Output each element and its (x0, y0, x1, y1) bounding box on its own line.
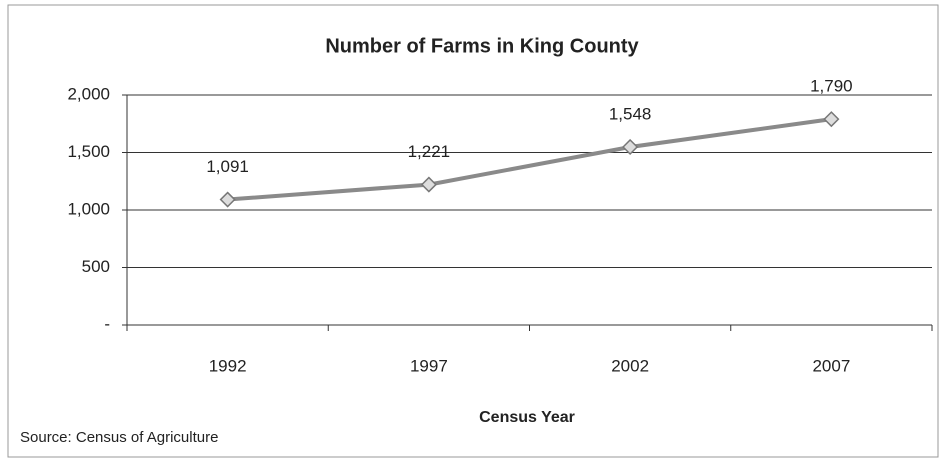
chart-frame (7, 4, 939, 458)
y-tick-label: 500 (82, 257, 110, 276)
data-point (622, 138, 639, 156)
chart-title: Number of Farms in King County (325, 35, 639, 57)
data-point (420, 176, 437, 193)
data-label: 1,091 (206, 157, 249, 176)
x-tick-label: 1992 (209, 356, 247, 375)
data-label: 1,790 (810, 77, 853, 96)
data-label: 1,221 (408, 142, 451, 161)
x-tick-label: 2002 (611, 356, 649, 375)
x-tick-label: 1997 (410, 356, 448, 375)
y-tick-label: 1,000 (67, 199, 110, 218)
data-point (823, 111, 840, 128)
data-line (227, 117, 832, 202)
y-tick-label: - (104, 314, 110, 333)
data-point (219, 191, 236, 208)
y-tick-label: 1,500 (67, 142, 110, 161)
x-axis-title: Census Year (479, 409, 575, 426)
data-label: 1,548 (609, 104, 652, 123)
y-tick-label: 2,000 (67, 84, 110, 103)
source-note: Source: Census of Agriculture (20, 429, 218, 446)
x-tick-label: 2007 (812, 356, 850, 375)
